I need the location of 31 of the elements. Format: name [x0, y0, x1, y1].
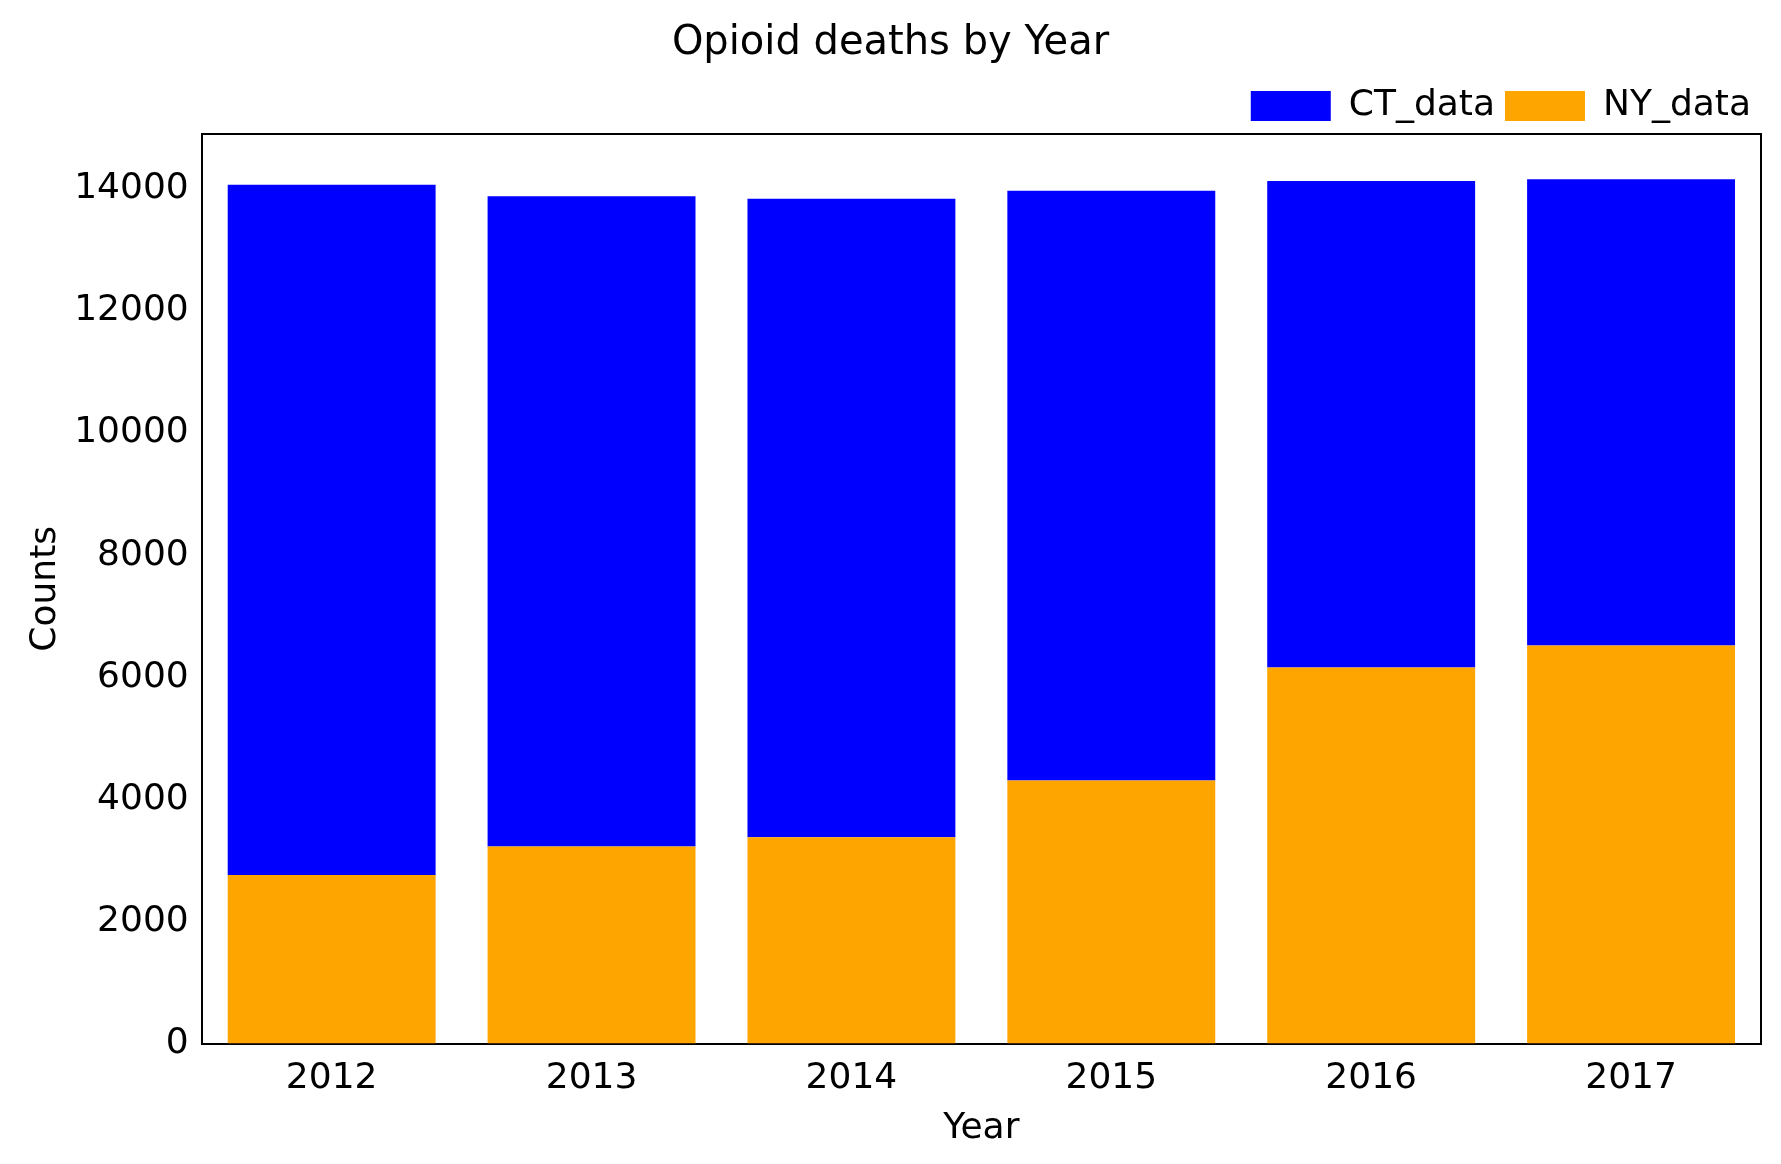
- x-tick-label: 2012: [285, 1054, 378, 1096]
- bar: [1267, 181, 1476, 668]
- bar: [487, 846, 696, 1044]
- x-tick-label: 2017: [1585, 1054, 1677, 1096]
- y-tick-label: 6000: [97, 653, 189, 695]
- y-tick-label: 2000: [97, 897, 189, 939]
- y-axis-title: Counts: [21, 525, 63, 652]
- bar: [1007, 190, 1216, 781]
- bar: [227, 184, 436, 876]
- y-tick-label: 0: [165, 1019, 189, 1061]
- y-tick-label: 14000: [74, 165, 189, 207]
- x-tick-label: 2013: [545, 1054, 638, 1096]
- bar: [487, 196, 696, 847]
- y-tick-label: 12000: [74, 287, 189, 329]
- bar: [747, 837, 956, 1044]
- chart-title: Opioid deaths by Year: [671, 17, 1110, 64]
- bar: [1527, 179, 1736, 646]
- bar: [1527, 645, 1736, 1044]
- bar: [1007, 780, 1216, 1044]
- bar: [227, 875, 436, 1044]
- y-tick-label: 4000: [97, 775, 189, 817]
- legend-label: NY_data: [1602, 82, 1752, 124]
- legend-label: CT_data: [1348, 82, 1495, 124]
- x-tick-label: 2015: [1065, 1054, 1158, 1096]
- bar: [747, 198, 956, 838]
- x-tick-label: 2014: [805, 1054, 898, 1096]
- x-axis-title: Year: [942, 1104, 1020, 1146]
- bar: [1267, 667, 1476, 1044]
- y-tick-label: 8000: [97, 531, 189, 573]
- y-tick-label: 10000: [74, 409, 189, 451]
- x-tick-label: 2016: [1325, 1054, 1417, 1096]
